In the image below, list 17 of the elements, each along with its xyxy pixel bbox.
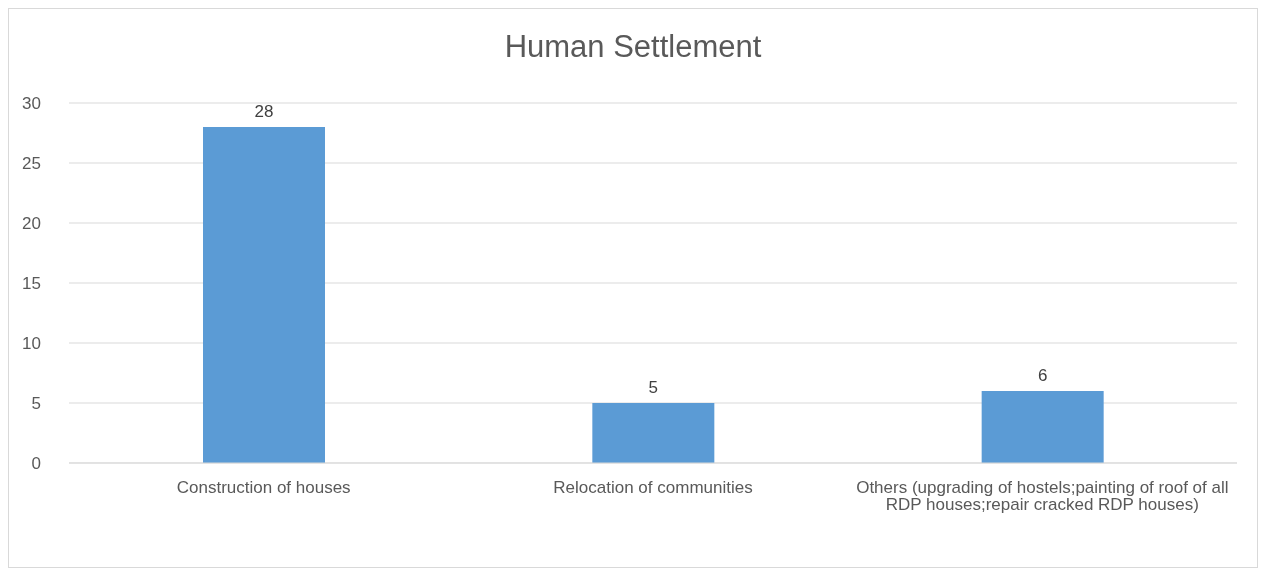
- bar: [981, 391, 1104, 463]
- bar: [203, 127, 325, 463]
- y-tick-label: 15: [22, 274, 41, 294]
- bar: [592, 403, 715, 463]
- data-label: 28: [254, 102, 274, 121]
- y-tick-label: 25: [22, 154, 41, 174]
- data-label: 6: [1037, 366, 1048, 385]
- y-tick-label: 0: [31, 454, 41, 474]
- x-tick-label: Others (upgrading of hostels;painting of roof of all RDP houses;repair cracked RDP houses): [856, 478, 1229, 515]
- data-label: 5: [648, 378, 659, 397]
- y-tick-label: 5: [31, 394, 41, 414]
- x-tick-label: Relocation of communities: [553, 478, 753, 498]
- y-tick-label: 30: [22, 94, 41, 114]
- chart-title: Human Settlement: [503, 28, 763, 66]
- y-tick-label: 20: [22, 214, 41, 234]
- x-tick-label: Construction of houses: [176, 478, 351, 498]
- y-tick-label: 10: [22, 334, 41, 354]
